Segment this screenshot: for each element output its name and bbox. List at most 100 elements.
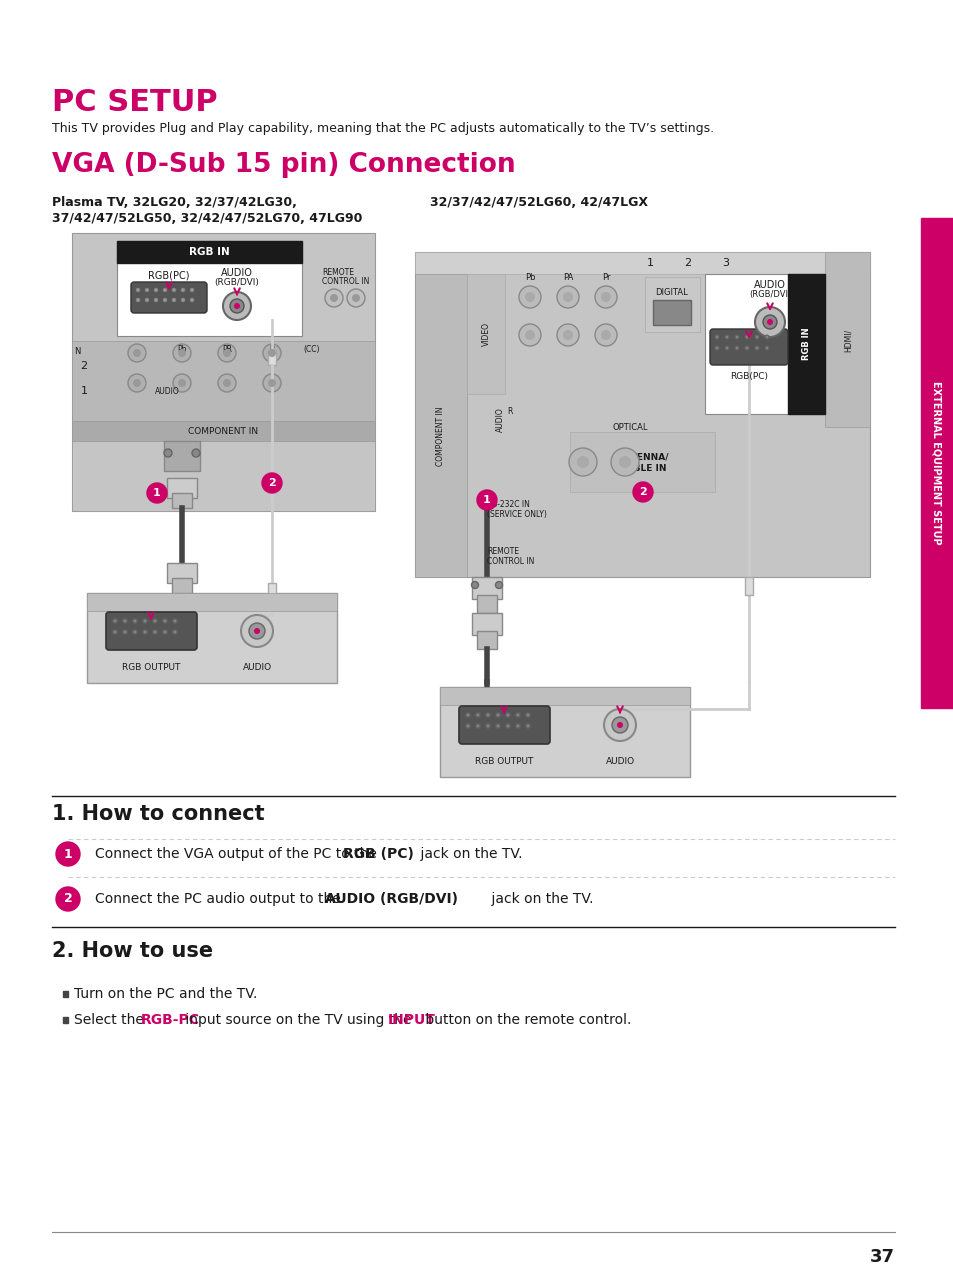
FancyBboxPatch shape: [117, 240, 302, 336]
Text: RGB OUTPUT: RGB OUTPUT: [122, 663, 180, 672]
Circle shape: [164, 449, 172, 457]
FancyBboxPatch shape: [164, 441, 200, 471]
FancyBboxPatch shape: [652, 300, 690, 326]
Circle shape: [181, 299, 184, 301]
Text: RGB (PC): RGB (PC): [343, 847, 414, 861]
FancyBboxPatch shape: [920, 218, 953, 709]
Text: Pb: Pb: [524, 273, 535, 282]
Text: N: N: [73, 346, 80, 355]
Circle shape: [735, 346, 738, 350]
Text: (SERVICE ONLY): (SERVICE ONLY): [486, 510, 546, 519]
Circle shape: [147, 483, 167, 502]
Circle shape: [762, 315, 776, 329]
Circle shape: [764, 336, 768, 338]
Text: 2. How to use: 2. How to use: [52, 941, 213, 962]
FancyBboxPatch shape: [439, 687, 689, 777]
Circle shape: [163, 299, 167, 301]
Circle shape: [577, 455, 588, 468]
Circle shape: [241, 614, 273, 647]
Bar: [63, 1018, 68, 1023]
Circle shape: [192, 449, 200, 457]
Text: (RGB/DVI): (RGB/DVI): [748, 290, 790, 299]
Circle shape: [766, 319, 772, 326]
Bar: [63, 991, 68, 997]
Text: jack on the TV.: jack on the TV.: [486, 892, 593, 906]
Circle shape: [56, 842, 80, 866]
Text: RGB-PC: RGB-PC: [141, 1013, 200, 1027]
Circle shape: [633, 482, 652, 502]
Circle shape: [562, 329, 573, 340]
Text: (CC): (CC): [303, 345, 320, 354]
Circle shape: [524, 329, 535, 340]
Circle shape: [495, 581, 502, 589]
Circle shape: [518, 324, 540, 346]
Text: RGB OUTPUT: RGB OUTPUT: [475, 757, 533, 766]
Text: CONTROL IN: CONTROL IN: [322, 277, 369, 286]
Circle shape: [128, 374, 146, 392]
Text: Turn on the PC and the TV.: Turn on the PC and the TV.: [74, 987, 257, 1001]
Text: 1: 1: [153, 488, 161, 499]
Text: (RGB/DVI): (RGB/DVI): [214, 279, 259, 287]
Text: jack on the TV.: jack on the TV.: [416, 847, 522, 861]
Text: 32/37/42/47/52LG60, 42/47LGX: 32/37/42/47/52LG60, 42/47LGX: [430, 196, 647, 209]
Circle shape: [568, 448, 597, 476]
FancyBboxPatch shape: [167, 478, 196, 499]
FancyBboxPatch shape: [415, 252, 869, 273]
Circle shape: [178, 379, 186, 387]
Text: Connect the PC audio output to the: Connect the PC audio output to the: [95, 892, 349, 906]
Text: AUDIO: AUDIO: [605, 757, 634, 766]
Text: R: R: [269, 345, 274, 354]
Circle shape: [330, 294, 337, 301]
Text: Select the: Select the: [74, 1013, 148, 1027]
Text: PA: PA: [562, 273, 573, 282]
FancyBboxPatch shape: [458, 706, 550, 744]
Circle shape: [612, 717, 627, 733]
Text: DIGITAL: DIGITAL: [655, 287, 688, 296]
Circle shape: [715, 336, 718, 338]
Text: 1: 1: [64, 847, 72, 860]
FancyBboxPatch shape: [415, 252, 869, 577]
FancyBboxPatch shape: [268, 583, 275, 598]
Text: INPUT: INPUT: [388, 1013, 436, 1027]
FancyBboxPatch shape: [71, 233, 375, 511]
Circle shape: [132, 349, 141, 357]
FancyBboxPatch shape: [167, 563, 196, 583]
Circle shape: [268, 379, 275, 387]
Circle shape: [132, 619, 137, 623]
Circle shape: [172, 374, 191, 392]
Circle shape: [163, 289, 167, 291]
Circle shape: [123, 630, 127, 633]
Text: CABLE IN: CABLE IN: [619, 464, 665, 473]
Circle shape: [181, 289, 184, 291]
Circle shape: [476, 714, 479, 717]
Circle shape: [557, 286, 578, 308]
FancyBboxPatch shape: [472, 577, 501, 599]
Circle shape: [191, 299, 193, 301]
FancyBboxPatch shape: [71, 441, 375, 511]
Circle shape: [524, 293, 535, 301]
Circle shape: [347, 289, 365, 307]
Circle shape: [152, 630, 157, 633]
Text: COMPONENT IN: COMPONENT IN: [436, 406, 445, 466]
Circle shape: [754, 307, 784, 337]
Circle shape: [600, 293, 610, 301]
Circle shape: [516, 714, 519, 717]
Circle shape: [172, 630, 177, 633]
Text: Plasma TV, 32LG20, 32/37/42LG30,: Plasma TV, 32LG20, 32/37/42LG30,: [52, 196, 296, 209]
Text: Pb: Pb: [177, 345, 187, 354]
Circle shape: [178, 349, 186, 357]
Circle shape: [112, 619, 117, 623]
Text: VIDEO: VIDEO: [481, 322, 490, 346]
FancyBboxPatch shape: [117, 240, 302, 263]
FancyBboxPatch shape: [709, 329, 787, 365]
Circle shape: [132, 630, 137, 633]
Circle shape: [755, 346, 758, 350]
Text: VGA (D-Sub 15 pin) Connection: VGA (D-Sub 15 pin) Connection: [52, 151, 515, 178]
Circle shape: [191, 289, 193, 291]
Circle shape: [465, 714, 470, 717]
Circle shape: [618, 455, 630, 468]
Text: button on the remote control.: button on the remote control.: [420, 1013, 631, 1027]
Circle shape: [146, 299, 149, 301]
Circle shape: [253, 628, 260, 633]
Circle shape: [617, 722, 622, 728]
